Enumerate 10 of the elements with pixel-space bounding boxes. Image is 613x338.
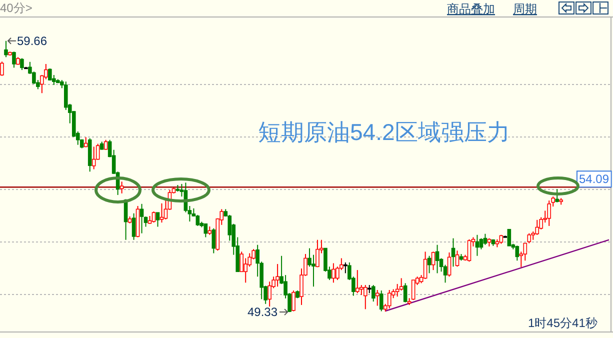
annotation: 短期原油54.2区域强压力 — [258, 119, 510, 145]
note: 49.33 — [248, 305, 288, 320]
annotation: 49.33 — [247, 305, 278, 320]
annotation: 59.66 — [16, 34, 48, 48]
text: 周期 — [513, 2, 537, 16]
text: 商品叠加 — [447, 2, 495, 16]
ref-label: 54.09 — [576, 170, 612, 188]
note: 59.66 — [7, 34, 48, 48]
annotation: 1时45分41秒 — [528, 316, 598, 330]
text: 40分> — [0, 1, 32, 15]
